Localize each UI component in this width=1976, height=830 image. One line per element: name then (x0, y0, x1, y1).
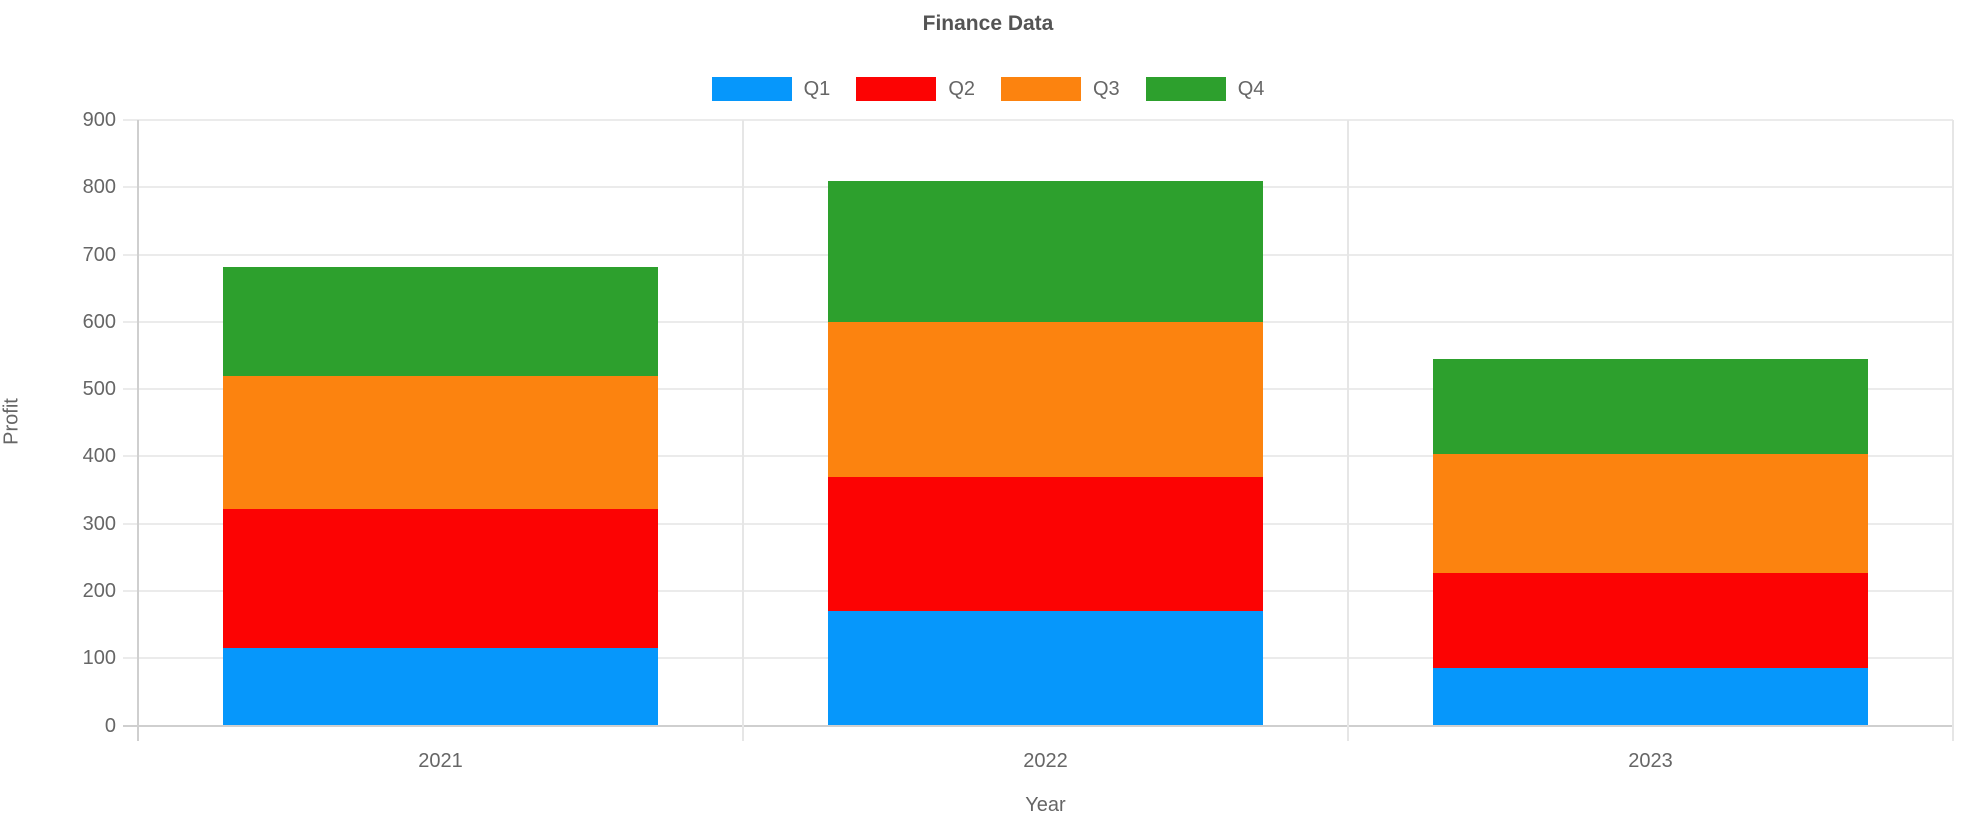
legend-swatch-q4 (1145, 77, 1226, 101)
legend-swatch-q3 (1001, 77, 1081, 101)
x-tick-label-2023: 2023 (1628, 750, 1673, 772)
bar-2021-q2[interactable] (223, 508, 658, 649)
legend-label: Q1 (803, 77, 831, 100)
legend-label: Q3 (1093, 77, 1120, 100)
bar-2022-q4[interactable] (828, 180, 1263, 322)
bar-2021-q1[interactable] (223, 648, 658, 726)
y-tick-label: 0 (104, 714, 116, 737)
bar-2022-q1[interactable] (828, 611, 1263, 726)
legend-item-q1[interactable]: Q1 (711, 77, 831, 101)
bar-2023-q2[interactable] (1433, 573, 1868, 668)
legend-item-q3[interactable]: Q3 (1001, 77, 1120, 101)
x-axis-title: Year (1025, 794, 1066, 816)
y-axis-title: Profit (0, 398, 23, 445)
y-tick-label: 200 (82, 579, 116, 602)
bar-2021-q3[interactable] (223, 375, 658, 509)
legend-label: Q2 (948, 77, 975, 100)
h-gridline (123, 119, 1953, 121)
v-gridline (1347, 120, 1349, 741)
y-tick-label: 300 (82, 512, 116, 535)
x-axis-line (123, 724, 1953, 727)
bar-2022-q3[interactable] (828, 321, 1263, 478)
legend-item-q4[interactable]: Q4 (1145, 77, 1265, 101)
bar-2023-q1[interactable] (1433, 667, 1868, 726)
chart-title: Finance Data (922, 12, 1054, 35)
x-tick-label-2021: 2021 (418, 750, 463, 772)
y-tick-label: 100 (82, 647, 116, 670)
chart-legend: Q1 Q2 Q3 Q4 (0, 77, 1976, 101)
bar-2022-q2[interactable] (828, 477, 1263, 612)
bar-2023-q3[interactable] (1433, 453, 1868, 574)
bar-2021-q4[interactable] (223, 266, 658, 376)
y-tick-label: 600 (82, 310, 116, 333)
y-tick-label: 800 (82, 176, 116, 199)
y-tick-label: 400 (82, 445, 116, 468)
bar-2023-q4[interactable] (1433, 358, 1868, 454)
legend-swatch-q2 (856, 77, 937, 101)
x-tick-label-2022: 2022 (1023, 750, 1068, 772)
legend-label: Q4 (1237, 77, 1265, 100)
legend-swatch-q1 (711, 77, 792, 101)
legend-item-q2[interactable]: Q2 (856, 77, 975, 101)
y-tick-label: 700 (82, 243, 116, 266)
y-axis-line (137, 120, 139, 741)
y-tick-label: 500 (82, 378, 116, 401)
v-gridline (742, 120, 744, 741)
y-tick-label: 900 (82, 109, 116, 131)
v-gridline (1952, 120, 1954, 741)
